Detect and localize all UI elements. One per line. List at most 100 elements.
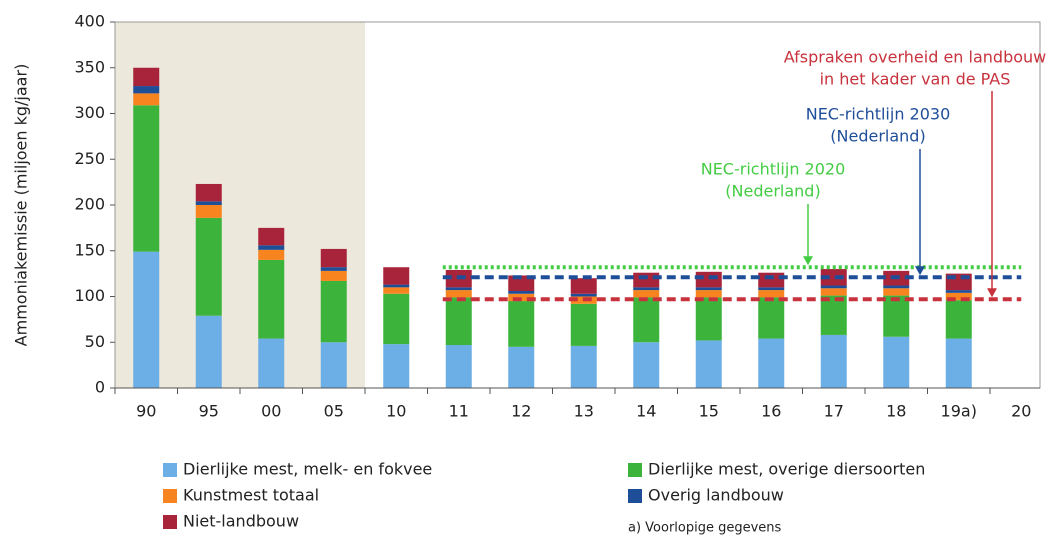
bar-segment (633, 342, 660, 388)
bar-segment (508, 301, 535, 347)
bar-segment (508, 291, 535, 294)
bar-segment (258, 227, 285, 246)
bar-segment (320, 270, 347, 281)
bar-segment (570, 303, 597, 346)
bar-segment (695, 290, 722, 298)
legend-swatch (163, 489, 177, 503)
bar-segment (695, 297, 722, 341)
bar-segment (258, 259, 285, 339)
bar-segment (570, 278, 597, 294)
bar-segment (633, 297, 660, 343)
bar-segment (883, 288, 910, 296)
y-tick-label: 150 (74, 240, 105, 259)
bar-segment (758, 297, 785, 339)
y-tick-label: 250 (74, 149, 105, 168)
bar-segment (195, 315, 222, 388)
y-tick-label: 300 (74, 103, 105, 122)
x-tick-label: 19a) (941, 402, 977, 421)
bar-segment (570, 345, 597, 388)
legend-label: Kunstmest totaal (183, 486, 319, 505)
x-tick-label: 95 (199, 402, 219, 421)
legend-swatch (628, 463, 642, 477)
bar-segment (383, 344, 410, 388)
bar-segment (820, 285, 847, 289)
arrow-head (803, 256, 813, 266)
x-tick-label: 13 (574, 402, 594, 421)
x-tick-label: 18 (886, 402, 906, 421)
bar-segment (383, 293, 410, 345)
x-tick-label: 16 (761, 402, 781, 421)
bar-segment (133, 86, 160, 94)
bar-segment (945, 300, 972, 339)
bar-segment (695, 271, 722, 288)
bar-segment (133, 67, 160, 87)
bar-segment (383, 267, 410, 285)
bar-segment (320, 267, 347, 271)
x-tick-label: 05 (324, 402, 344, 421)
arrow-head (915, 266, 925, 276)
bar-segment (258, 338, 285, 388)
bar-segment (945, 292, 972, 301)
bar-segment (445, 344, 472, 388)
legend-label: Dierlijke mest, melk- en fokvee (183, 460, 432, 479)
bar-segment (133, 105, 160, 252)
annotation: in het kader van de PAS (820, 70, 1011, 89)
x-tick-label: 11 (449, 402, 469, 421)
bar-segment (945, 290, 972, 293)
bar-segment (695, 287, 722, 291)
bar-segment (258, 249, 285, 260)
x-tick-label: 17 (824, 402, 844, 421)
arrow-head (987, 288, 997, 298)
bar-segment (758, 272, 785, 288)
bar-segment (820, 288, 847, 296)
x-tick-label: 90 (136, 402, 156, 421)
bar-segment (445, 297, 472, 345)
y-tick-label: 400 (74, 12, 105, 31)
x-tick-label: 15 (699, 402, 719, 421)
bar-segment (383, 284, 410, 288)
y-tick-label: 200 (74, 195, 105, 214)
bar-segment (445, 290, 472, 298)
bar-segment (383, 287, 410, 294)
bar-segment (633, 272, 660, 288)
y-tick-label: 50 (85, 332, 105, 351)
bar-segment (820, 295, 847, 335)
bar-segment (258, 245, 285, 250)
annotation: Afspraken overheid en landbouw (784, 48, 1047, 67)
legend-label: Overig landbouw (648, 486, 784, 505)
bar-segment (758, 338, 785, 388)
y-tick-label: 0 (95, 378, 105, 397)
bar-segment (695, 340, 722, 388)
bar-segment (633, 290, 660, 298)
bar-segment (195, 217, 222, 316)
bar-segment (820, 269, 847, 286)
legend-swatch (628, 489, 642, 503)
x-tick-label: 20 (1011, 402, 1031, 421)
annotation: NEC-richtlijn 2020 (701, 160, 846, 179)
x-tick-label: 12 (511, 402, 531, 421)
bar-segment (195, 205, 222, 218)
bar-segment (633, 287, 660, 291)
bar-segment (195, 183, 222, 202)
y-axis-label: Ammoniakemissie (miljoen kg/jaar) (12, 64, 31, 347)
bar-segment (508, 346, 535, 388)
bar-segment (445, 287, 472, 291)
bar-segment (883, 295, 910, 337)
bar-segment (758, 290, 785, 298)
bar-segment (195, 201, 222, 205)
x-tick-label: 00 (261, 402, 281, 421)
annotation: (Nederland) (830, 127, 925, 146)
y-tick-label: 100 (74, 286, 105, 305)
bar-segment (883, 285, 910, 289)
bar-segment (320, 342, 347, 388)
bar-segment (758, 287, 785, 291)
note: a) Voorlopige gegevens (628, 521, 782, 536)
bar-segment (945, 338, 972, 388)
bar-segment (133, 251, 160, 388)
bar-segment (570, 293, 597, 297)
y-tick-label: 350 (74, 57, 105, 76)
bar-segment (133, 93, 160, 106)
x-tick-label: 14 (636, 402, 656, 421)
bar-segment (320, 280, 347, 343)
bar-segment (820, 334, 847, 388)
